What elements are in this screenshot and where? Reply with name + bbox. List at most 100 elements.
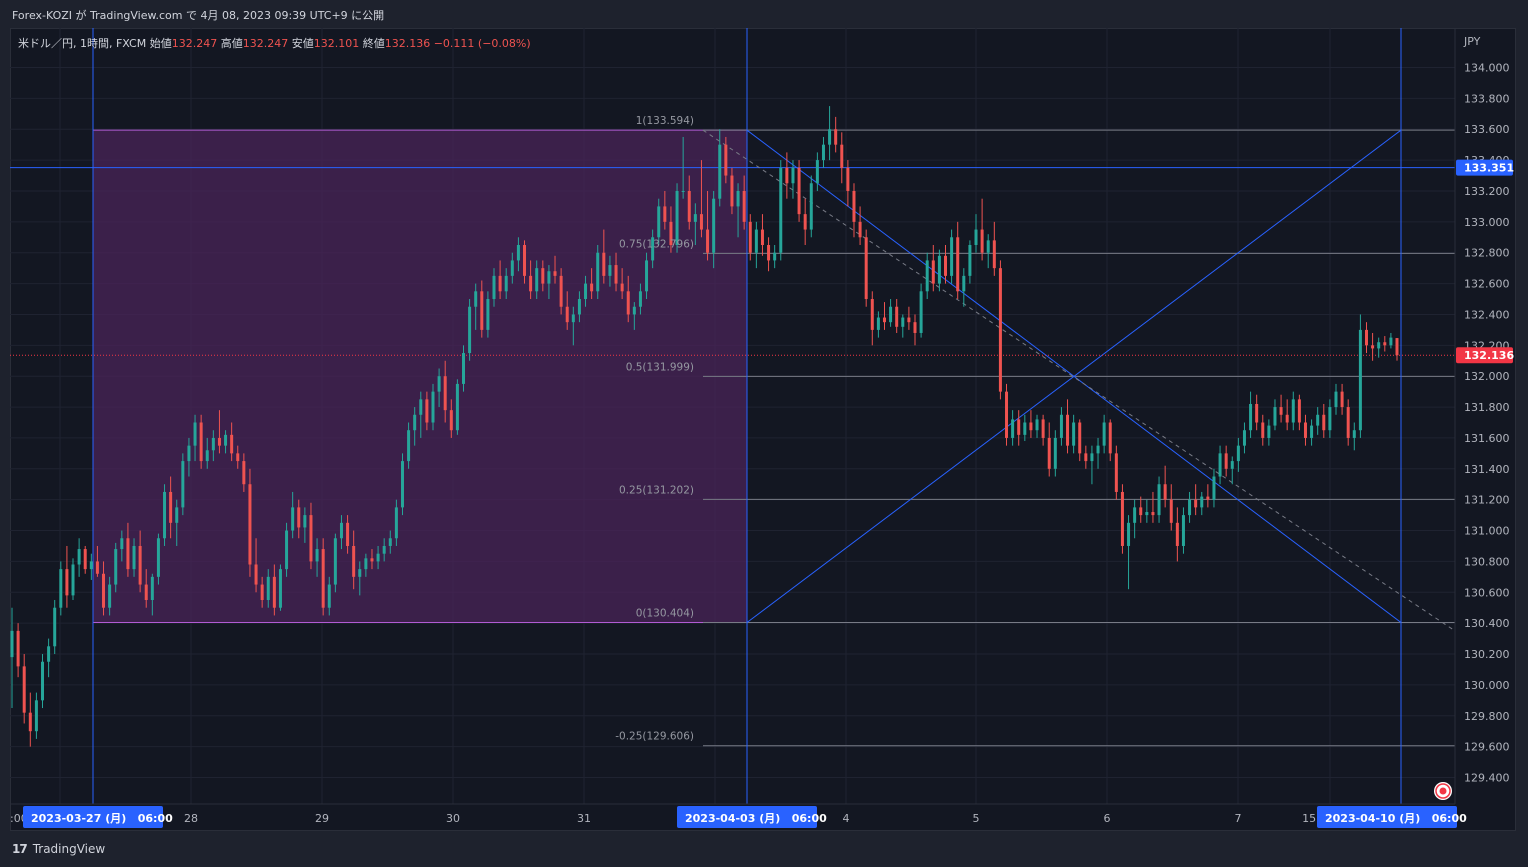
candle-body: [480, 291, 484, 330]
candle-body: [175, 507, 179, 523]
candle-body: [1316, 414, 1320, 426]
drawing-lines[interactable]: [10, 28, 1456, 804]
candle-body: [1279, 407, 1283, 415]
candle-body: [1322, 414, 1326, 431]
candle-body: [260, 584, 264, 600]
candle-body: [937, 255, 941, 284]
candle-body: [83, 549, 87, 570]
candle-body: [1023, 422, 1027, 435]
candle-body: [1236, 445, 1240, 462]
open-label: 始値: [149, 37, 172, 50]
close-label: 終値: [362, 37, 385, 50]
time-badge-label: 2023-04-03 (月) 06:00: [685, 812, 827, 825]
candles: [10, 106, 1399, 747]
candle-body: [718, 144, 722, 199]
candle-body: [779, 167, 783, 253]
candle-body: [297, 507, 301, 528]
candle-body: [1017, 419, 1021, 435]
time-badge-label: 2023-04-10 (月) 06:00: [1325, 812, 1467, 825]
time-tick-label: 4: [843, 812, 850, 825]
price-tick-label: 134.000: [1464, 62, 1510, 75]
candle-body: [852, 190, 856, 222]
candle-body: [736, 190, 740, 207]
candle-body: [547, 271, 551, 284]
candle-body: [1310, 425, 1314, 438]
time-tick-label: 31: [577, 812, 591, 825]
candle-body: [205, 450, 209, 462]
candle-body: [95, 561, 99, 574]
candle-body: [1218, 453, 1222, 477]
fib-retracement-zone[interactable]: [93, 130, 747, 623]
candle-body: [724, 144, 728, 176]
candle-body: [108, 584, 112, 608]
price-tick-label: 129.400: [1464, 772, 1510, 785]
candle-body: [272, 576, 276, 608]
candle-body: [437, 376, 441, 392]
candle-body: [834, 129, 838, 145]
candle-body: [47, 646, 51, 662]
candle-body: [181, 461, 185, 508]
candle-body: [217, 437, 221, 446]
candle-body: [1377, 342, 1381, 349]
fib-level-label: 0(130.404): [636, 608, 694, 620]
price-tick-label: 131.000: [1464, 525, 1510, 538]
brand-name: TradingView: [32, 842, 106, 856]
candle-body: [34, 700, 38, 732]
candle-body: [400, 461, 404, 508]
tradingview-logo: 17: [12, 842, 28, 856]
price-badge-label: 132.136: [1464, 349, 1514, 362]
candle-body: [614, 265, 618, 284]
candle-body: [510, 260, 514, 276]
candle-body: [1053, 437, 1057, 469]
candle-body: [419, 399, 423, 415]
price-tick-label: 133.000: [1464, 216, 1510, 229]
candle-body: [1291, 399, 1295, 423]
candle-body: [364, 558, 368, 570]
time-tick-label: 29: [315, 812, 329, 825]
candle-body: [22, 666, 26, 713]
candle-body: [321, 549, 325, 608]
candle-body: [742, 190, 746, 222]
candle-body: [187, 445, 191, 462]
candle-body: [986, 240, 990, 253]
price-tick-label: 131.600: [1464, 432, 1510, 445]
candle-body: [1139, 507, 1143, 516]
candle-body: [431, 391, 435, 423]
candle-body: [224, 434, 228, 446]
candle-body: [1346, 407, 1350, 438]
price-badge-label: 133.351: [1464, 162, 1514, 175]
candle-body: [638, 291, 642, 307]
candle-body: [1169, 499, 1173, 523]
candle-body: [376, 553, 380, 562]
candle-body: [1041, 419, 1045, 438]
candle-body: [956, 237, 960, 292]
candle-body: [553, 271, 557, 276]
candle-body: [870, 299, 874, 330]
candle-body: [584, 283, 588, 300]
candle-body: [815, 160, 819, 184]
candle-body: [968, 245, 972, 276]
candle-body: [468, 306, 472, 354]
candle-body: [791, 167, 795, 184]
candle-body: [315, 549, 319, 562]
candle-body: [1389, 337, 1393, 346]
candle-body: [407, 430, 411, 462]
candle-body: [1114, 453, 1118, 492]
candle-body: [486, 299, 490, 330]
candle-body: [1102, 422, 1106, 446]
candle-body: [388, 538, 392, 546]
candle-body: [651, 237, 655, 261]
symbol-legend: 米ドル／円, 1時間, FXCM 始値132.247 高値132.247 安値1…: [18, 35, 531, 51]
candle-body: [632, 306, 636, 315]
candle-body: [1297, 399, 1301, 423]
candle-body: [126, 538, 130, 570]
candle-body: [565, 306, 569, 323]
close-value: 132.136: [384, 37, 431, 50]
price-tick-label: 131.400: [1464, 463, 1510, 476]
price-axis[interactable]: JPY134.000133.800133.600133.400133.20013…: [1434, 28, 1514, 804]
candle-body: [1352, 430, 1356, 438]
price-tick-label: 133.200: [1464, 185, 1510, 198]
candle-body: [962, 275, 966, 292]
